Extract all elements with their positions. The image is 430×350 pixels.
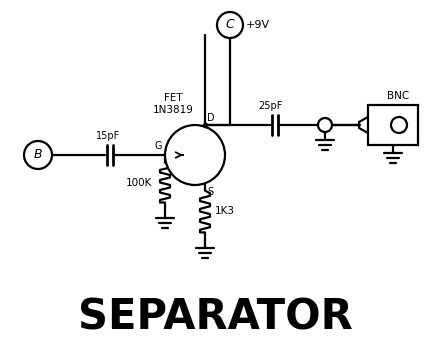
Text: 25pF: 25pF (258, 101, 282, 111)
Circle shape (165, 125, 225, 185)
Text: +9V: +9V (246, 20, 270, 30)
Text: FET: FET (164, 93, 182, 103)
Text: 1N3819: 1N3819 (153, 105, 194, 115)
Circle shape (318, 118, 332, 132)
Text: D: D (207, 113, 215, 123)
Text: G: G (154, 141, 162, 151)
Text: BNC: BNC (387, 91, 409, 101)
Text: SEPARATOR: SEPARATOR (78, 297, 352, 339)
Bar (368, 105, 418, 145)
Circle shape (217, 12, 243, 38)
Circle shape (391, 117, 407, 133)
Circle shape (24, 141, 52, 169)
Text: 100K: 100K (126, 177, 152, 188)
Text: 15pF: 15pF (96, 131, 120, 141)
Text: 1K3: 1K3 (215, 206, 235, 217)
Text: B: B (34, 148, 42, 161)
Text: S: S (207, 187, 213, 197)
Text: C: C (226, 19, 234, 32)
